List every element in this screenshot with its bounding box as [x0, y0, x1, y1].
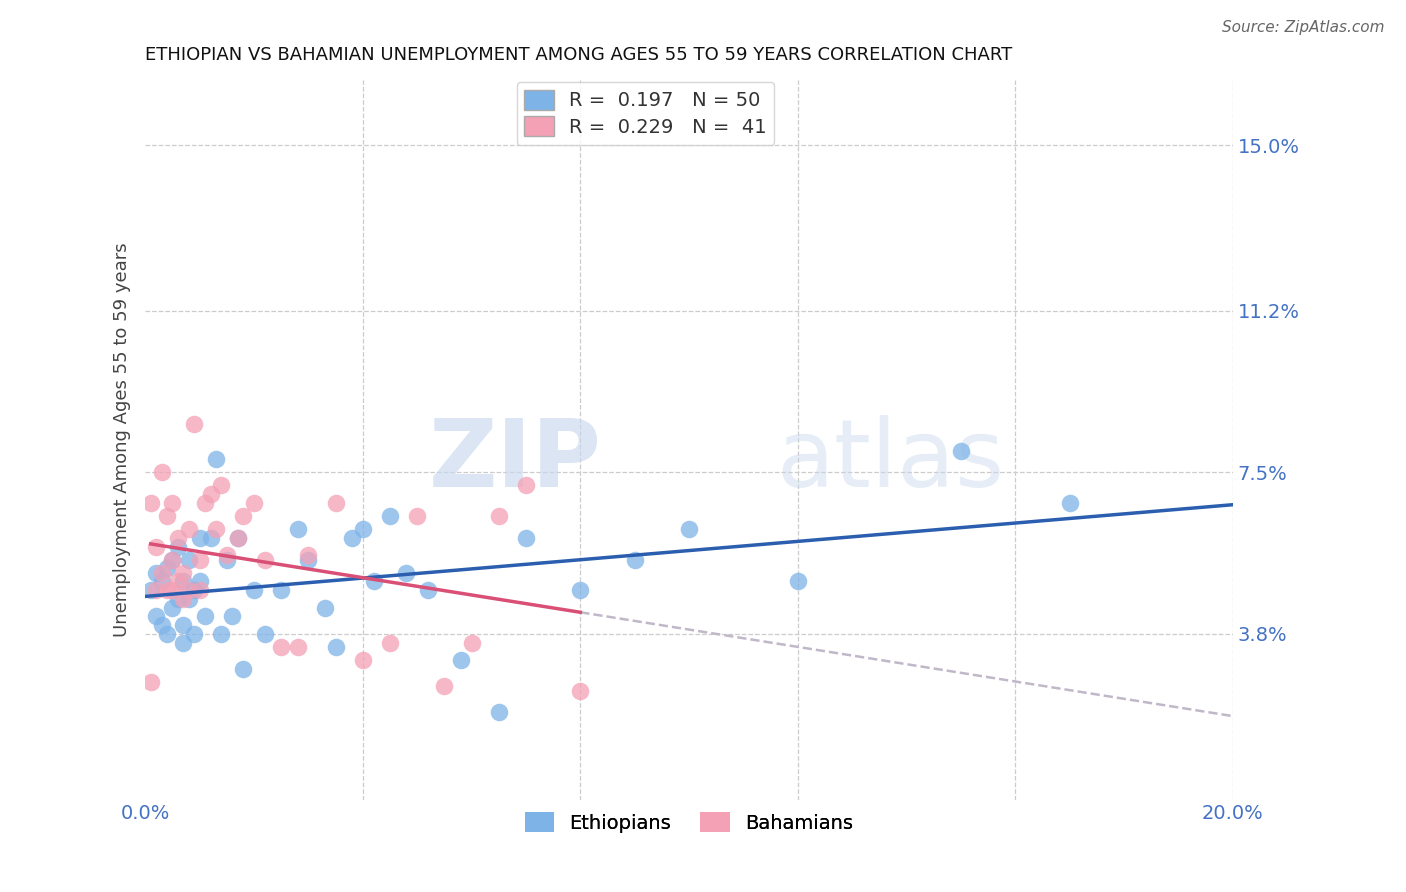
Point	[287, 522, 309, 536]
Point	[150, 566, 173, 580]
Text: ZIP: ZIP	[429, 416, 602, 508]
Point	[145, 540, 167, 554]
Point	[183, 583, 205, 598]
Point	[623, 552, 645, 566]
Point	[253, 627, 276, 641]
Point	[167, 531, 190, 545]
Point	[363, 574, 385, 589]
Point	[786, 574, 808, 589]
Point	[156, 561, 179, 575]
Point	[183, 417, 205, 432]
Point	[150, 618, 173, 632]
Point	[162, 552, 184, 566]
Point	[156, 583, 179, 598]
Point	[205, 522, 228, 536]
Point	[183, 627, 205, 641]
Point	[167, 540, 190, 554]
Point	[297, 552, 319, 566]
Point	[270, 640, 292, 654]
Point	[314, 600, 336, 615]
Point	[243, 496, 266, 510]
Point	[139, 496, 162, 510]
Point	[177, 583, 200, 598]
Point	[205, 452, 228, 467]
Point	[150, 466, 173, 480]
Point	[194, 496, 217, 510]
Point	[406, 508, 429, 523]
Point	[515, 531, 537, 545]
Point	[167, 591, 190, 606]
Point	[1059, 496, 1081, 510]
Point	[569, 683, 592, 698]
Point	[352, 522, 374, 536]
Point	[172, 566, 194, 580]
Point	[433, 679, 456, 693]
Point	[156, 627, 179, 641]
Point	[460, 635, 482, 649]
Text: ETHIOPIAN VS BAHAMIAN UNEMPLOYMENT AMONG AGES 55 TO 59 YEARS CORRELATION CHART: ETHIOPIAN VS BAHAMIAN UNEMPLOYMENT AMONG…	[145, 46, 1012, 64]
Point	[232, 662, 254, 676]
Point	[287, 640, 309, 654]
Point	[488, 706, 510, 720]
Point	[188, 552, 211, 566]
Point	[139, 583, 162, 598]
Y-axis label: Unemployment Among Ages 55 to 59 years: Unemployment Among Ages 55 to 59 years	[114, 243, 131, 637]
Point	[488, 508, 510, 523]
Point	[209, 627, 232, 641]
Point	[172, 574, 194, 589]
Point	[156, 508, 179, 523]
Point	[215, 552, 238, 566]
Point	[515, 478, 537, 492]
Point	[172, 618, 194, 632]
Point	[162, 552, 184, 566]
Point	[167, 574, 190, 589]
Point	[378, 508, 401, 523]
Point	[162, 583, 184, 598]
Point	[569, 583, 592, 598]
Point	[177, 552, 200, 566]
Point	[221, 609, 243, 624]
Point	[200, 531, 222, 545]
Point	[678, 522, 700, 536]
Point	[139, 674, 162, 689]
Point	[188, 574, 211, 589]
Point	[209, 478, 232, 492]
Point	[949, 443, 972, 458]
Point	[243, 583, 266, 598]
Point	[194, 609, 217, 624]
Point	[177, 522, 200, 536]
Point	[172, 591, 194, 606]
Point	[416, 583, 439, 598]
Point	[200, 487, 222, 501]
Point	[188, 531, 211, 545]
Point	[150, 574, 173, 589]
Point	[145, 583, 167, 598]
Point	[325, 640, 347, 654]
Point	[395, 566, 418, 580]
Point	[162, 496, 184, 510]
Point	[297, 549, 319, 563]
Point	[378, 635, 401, 649]
Point	[325, 496, 347, 510]
Point	[450, 653, 472, 667]
Point	[172, 635, 194, 649]
Point	[270, 583, 292, 598]
Legend: Ethiopians, Bahamians: Ethiopians, Bahamians	[517, 805, 860, 840]
Point	[177, 591, 200, 606]
Point	[188, 583, 211, 598]
Point	[215, 549, 238, 563]
Point	[162, 600, 184, 615]
Point	[352, 653, 374, 667]
Point	[145, 566, 167, 580]
Point	[253, 552, 276, 566]
Point	[226, 531, 249, 545]
Text: atlas: atlas	[776, 416, 1004, 508]
Point	[232, 508, 254, 523]
Text: Source: ZipAtlas.com: Source: ZipAtlas.com	[1222, 20, 1385, 35]
Point	[340, 531, 363, 545]
Point	[145, 609, 167, 624]
Point	[226, 531, 249, 545]
